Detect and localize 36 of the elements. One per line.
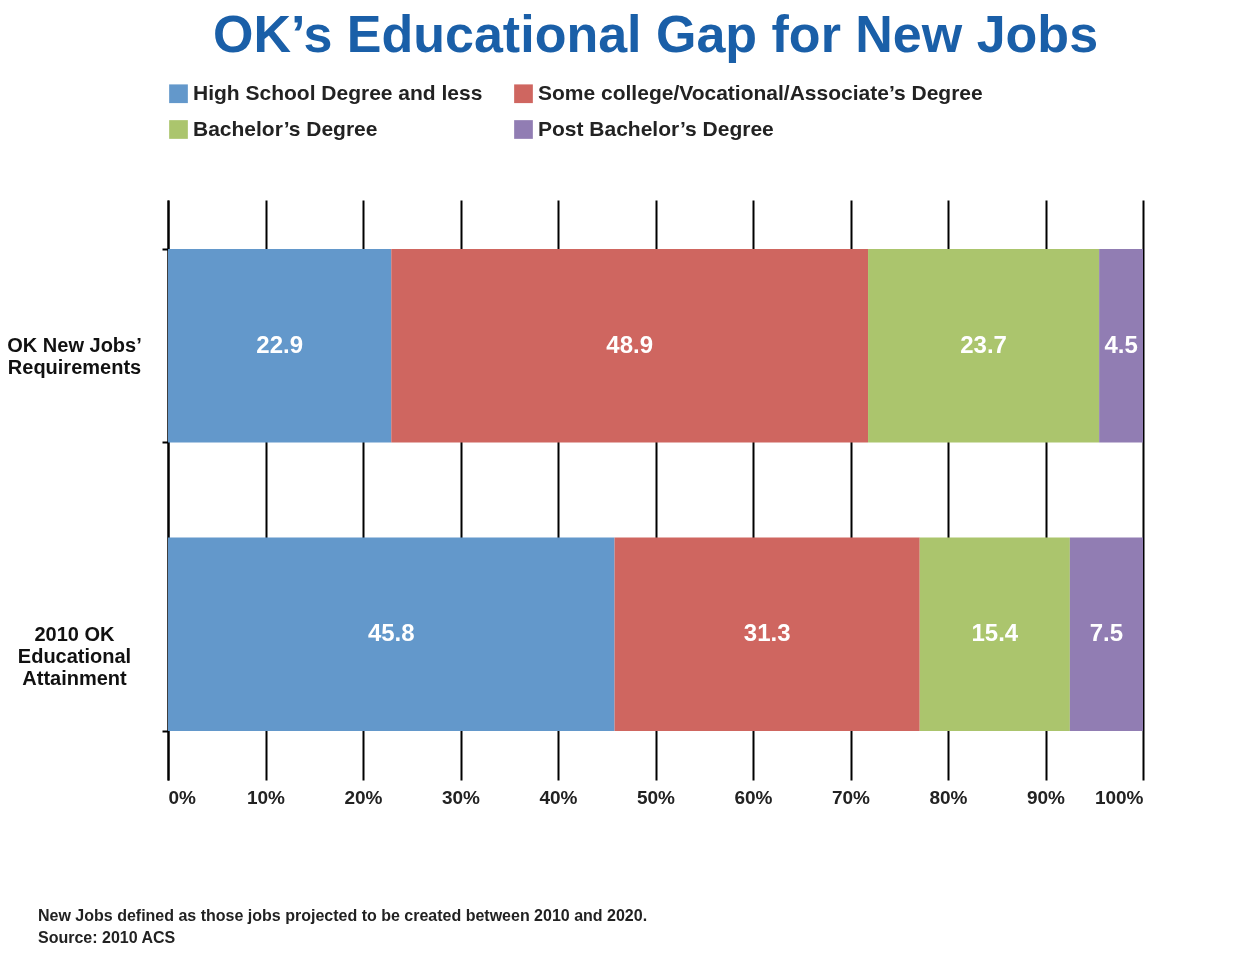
bar: [1099, 249, 1143, 443]
bar: [168, 249, 392, 443]
source-note: Source: 2010 ACS: [38, 928, 177, 948]
x-tick-label: 30%: [441, 786, 481, 808]
y-tick-label: 2010 OK Educational Attainment: [17, 622, 132, 689]
bar: [614, 537, 920, 731]
x-tick-label: 90%: [1026, 786, 1066, 808]
x-tick-label: 10%: [246, 786, 286, 808]
legend-label: Some college/Vocational/Associate’s Degree: [538, 80, 983, 104]
data-label: 48.9: [606, 330, 654, 358]
data-label: 7.5: [1089, 619, 1124, 647]
text: New Jobs defined as those jobs projected to be created between 2010 and 2020.: [38, 906, 648, 926]
y-tick-label: OK New Jobs’ Requirements: [7, 334, 142, 379]
data-label: 45.8: [367, 619, 415, 647]
data-label: 31.3: [743, 619, 791, 647]
legend-label: Bachelor’s Degree: [193, 116, 378, 140]
x-tick-label: 70%: [831, 786, 871, 808]
bar: [1069, 537, 1143, 731]
x-tick-label: 40%: [539, 786, 578, 808]
bar: [168, 537, 615, 731]
x-tick-label: 50%: [636, 786, 676, 808]
x-tick-label: 80%: [929, 786, 968, 808]
x-tick-label: 100%: [1094, 786, 1144, 808]
data-label: 15.4: [971, 619, 1019, 647]
x-tick-label: 60%: [734, 786, 773, 808]
legend-label: Post Bachelor’s Degree: [538, 116, 774, 140]
data-label: 22.9: [256, 330, 303, 358]
bar: [919, 537, 1070, 731]
bar: [391, 249, 869, 443]
chart-title: OK’s Educational Gap for New Jobs: [212, 5, 1099, 63]
data-label: 23.7: [960, 330, 1007, 358]
x-tick-label: 0%: [168, 786, 197, 808]
x-tick-label: 20%: [344, 786, 383, 808]
legend-label: High School Degree and less: [193, 80, 483, 104]
bar: [868, 249, 1100, 443]
data-label: 4.5: [1104, 330, 1138, 358]
